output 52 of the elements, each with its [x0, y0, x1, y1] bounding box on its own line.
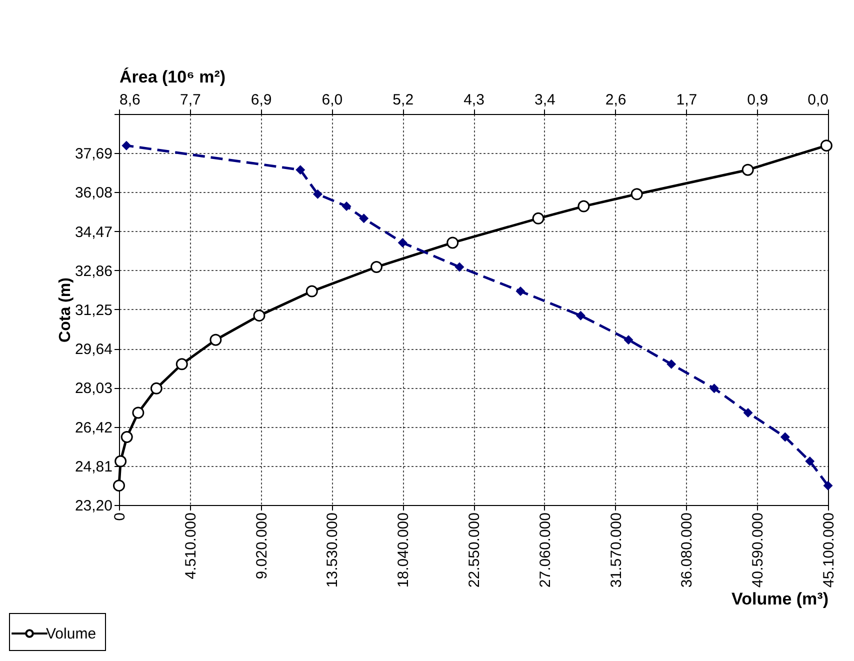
point [120, 431, 133, 443]
x2-tick-label: 6,9 [250, 92, 272, 108]
point [176, 358, 188, 370]
x2-axis-title: Área (10⁶ m²) [120, 66, 226, 86]
point [630, 188, 643, 200]
x2-tick-label: 0,0 [808, 92, 828, 108]
x-tick-label: 13.530.000 [324, 512, 342, 588]
x-tick-label: 45.100.000 [820, 512, 838, 588]
y-tick-label: 24,81 [74, 458, 112, 476]
x2-tick-label: 5,2 [392, 92, 414, 108]
x-tick-label: 36.080.000 [678, 512, 696, 588]
point [446, 236, 459, 249]
x2-tick-label: 2,6 [605, 92, 626, 108]
y-tick-label: 26,42 [74, 419, 112, 436]
x2-tick-label: 4,3 [464, 92, 484, 108]
x-tick-label: 18.040.000 [395, 512, 412, 588]
x-tick-label: 4.510.000 [182, 512, 200, 580]
y-tick-label: 34,47 [74, 224, 112, 241]
legend-label: Volume [46, 626, 96, 642]
x2-tick-label: 8,6 [120, 92, 140, 108]
x-tick-label: 22.550.000 [466, 512, 483, 588]
point [253, 310, 266, 322]
x-tick-label: 27.060.000 [536, 512, 554, 588]
point [820, 140, 832, 152]
point [370, 261, 382, 273]
y-axis-title: Cota (m) [56, 278, 74, 342]
x-axis-title: Volume (m³) [732, 590, 828, 609]
y-tick-label: 28,03 [74, 380, 112, 398]
x-tick-label: 0 [112, 512, 128, 521]
point [150, 382, 162, 394]
y-tick-label: 31,25 [74, 302, 112, 319]
x-tick-label: 9.020.000 [253, 512, 270, 580]
x2-tick-label: 7,7 [180, 92, 201, 108]
point [113, 480, 125, 492]
y-tick-label: 36,08 [74, 184, 112, 202]
point [578, 200, 590, 212]
y-tick-label: 29,64 [74, 341, 112, 358]
point [306, 285, 318, 298]
x-tick-label: 40.590.000 [750, 512, 767, 588]
y-tick-label: 23,20 [74, 498, 112, 514]
x2-tick-label: 1,7 [676, 92, 698, 108]
x2-tick-label: 3,4 [534, 92, 556, 108]
point [132, 406, 144, 419]
y-tick-label: 32,86 [74, 262, 112, 280]
point [532, 212, 544, 224]
point [210, 334, 222, 346]
point [742, 164, 754, 176]
x2-tick-label: 6,0 [322, 92, 343, 108]
x2-tick-label: 0,9 [747, 92, 768, 108]
y-tick-label: 37,69 [74, 146, 112, 163]
x-tick-label: 31.570.000 [608, 512, 625, 588]
point [114, 455, 127, 468]
